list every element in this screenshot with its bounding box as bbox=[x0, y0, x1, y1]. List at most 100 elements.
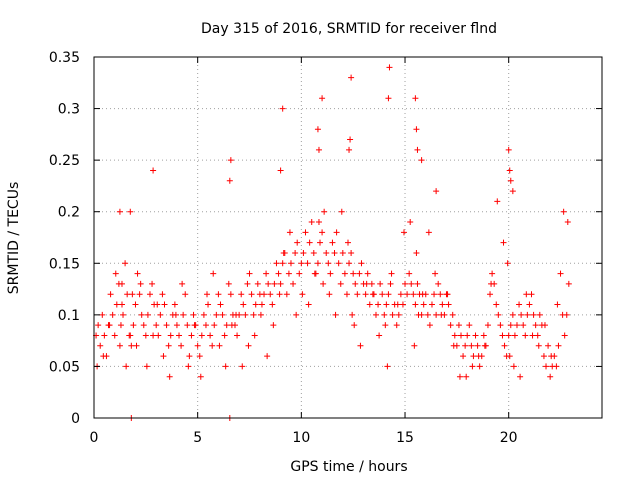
data-point bbox=[415, 311, 422, 318]
data-point bbox=[437, 291, 444, 298]
data-point bbox=[511, 332, 518, 339]
data-point bbox=[494, 198, 501, 205]
data-point bbox=[474, 342, 481, 349]
data-point bbox=[270, 322, 277, 329]
data-point bbox=[132, 301, 139, 308]
data-point bbox=[219, 311, 226, 318]
data-point bbox=[377, 280, 384, 287]
data-point bbox=[428, 301, 435, 308]
data-point bbox=[157, 311, 164, 318]
data-point bbox=[269, 301, 276, 308]
data-point bbox=[509, 311, 516, 318]
data-point bbox=[560, 208, 567, 215]
data-point bbox=[133, 342, 140, 349]
data-point bbox=[348, 249, 355, 256]
data-point bbox=[315, 146, 322, 153]
data-point bbox=[372, 311, 379, 318]
data-point bbox=[314, 126, 321, 133]
data-point bbox=[290, 280, 297, 287]
data-point bbox=[178, 342, 185, 349]
y-tick-label: 0 bbox=[71, 411, 80, 427]
data-point bbox=[472, 332, 479, 339]
data-point bbox=[488, 280, 495, 287]
data-point bbox=[146, 291, 153, 298]
data-point bbox=[554, 301, 561, 308]
data-point bbox=[154, 301, 161, 308]
data-point bbox=[95, 322, 102, 329]
x-tick-label: 0 bbox=[90, 430, 99, 446]
data-point bbox=[107, 291, 114, 298]
data-point bbox=[555, 342, 562, 349]
data-point bbox=[412, 301, 419, 308]
data-point bbox=[346, 146, 353, 153]
data-point bbox=[185, 363, 192, 370]
data-point bbox=[438, 311, 445, 318]
data-point bbox=[524, 311, 531, 318]
data-point bbox=[507, 177, 514, 184]
data-point bbox=[279, 105, 286, 112]
data-point bbox=[433, 188, 440, 195]
data-point bbox=[424, 311, 431, 318]
data-point bbox=[142, 332, 149, 339]
data-point bbox=[300, 249, 307, 256]
data-point bbox=[292, 249, 299, 256]
data-point bbox=[337, 280, 344, 287]
data-point bbox=[124, 291, 131, 298]
data-point bbox=[522, 332, 529, 339]
data-point bbox=[561, 332, 568, 339]
data-point bbox=[180, 311, 187, 318]
data-point bbox=[500, 239, 507, 246]
data-point bbox=[251, 332, 258, 339]
data-point bbox=[275, 270, 282, 277]
data-point bbox=[263, 270, 270, 277]
data-point bbox=[197, 373, 204, 380]
data-point bbox=[280, 249, 287, 256]
data-point bbox=[225, 280, 232, 287]
data-point bbox=[458, 332, 465, 339]
data-point bbox=[325, 260, 332, 267]
data-point bbox=[557, 270, 564, 277]
data-point bbox=[254, 280, 261, 287]
data-point bbox=[394, 301, 401, 308]
data-point bbox=[184, 322, 191, 329]
data-point bbox=[99, 311, 106, 318]
data-point bbox=[286, 229, 293, 236]
grid-layer bbox=[94, 57, 602, 418]
data-point bbox=[389, 311, 396, 318]
data-point bbox=[161, 301, 168, 308]
y-tick-label: 0.2 bbox=[58, 205, 80, 221]
data-point bbox=[510, 363, 517, 370]
data-point bbox=[431, 291, 438, 298]
data-point bbox=[413, 126, 420, 133]
data-point bbox=[466, 322, 473, 329]
data-point bbox=[128, 342, 135, 349]
y-tick-label: 0.05 bbox=[49, 359, 80, 375]
data-point bbox=[366, 301, 373, 308]
data-point bbox=[346, 260, 353, 267]
data-point bbox=[149, 280, 156, 287]
data-point bbox=[362, 291, 369, 298]
data-point bbox=[167, 332, 174, 339]
data-point bbox=[347, 136, 354, 143]
data-point bbox=[489, 270, 496, 277]
data-point bbox=[190, 311, 197, 318]
data-point bbox=[393, 322, 400, 329]
data-point bbox=[528, 291, 535, 298]
data-point bbox=[306, 239, 313, 246]
data-point bbox=[246, 270, 253, 277]
data-point bbox=[338, 208, 345, 215]
data-point bbox=[516, 301, 523, 308]
data-point bbox=[505, 146, 512, 153]
data-point bbox=[449, 311, 456, 318]
data-point bbox=[217, 301, 224, 308]
data-point bbox=[209, 342, 216, 349]
data-point bbox=[202, 322, 209, 329]
data-points bbox=[93, 64, 572, 421]
data-point bbox=[159, 291, 166, 298]
data-point bbox=[518, 311, 525, 318]
data-point bbox=[493, 301, 500, 308]
data-point bbox=[513, 322, 520, 329]
data-point bbox=[311, 270, 318, 277]
data-point bbox=[228, 322, 235, 329]
